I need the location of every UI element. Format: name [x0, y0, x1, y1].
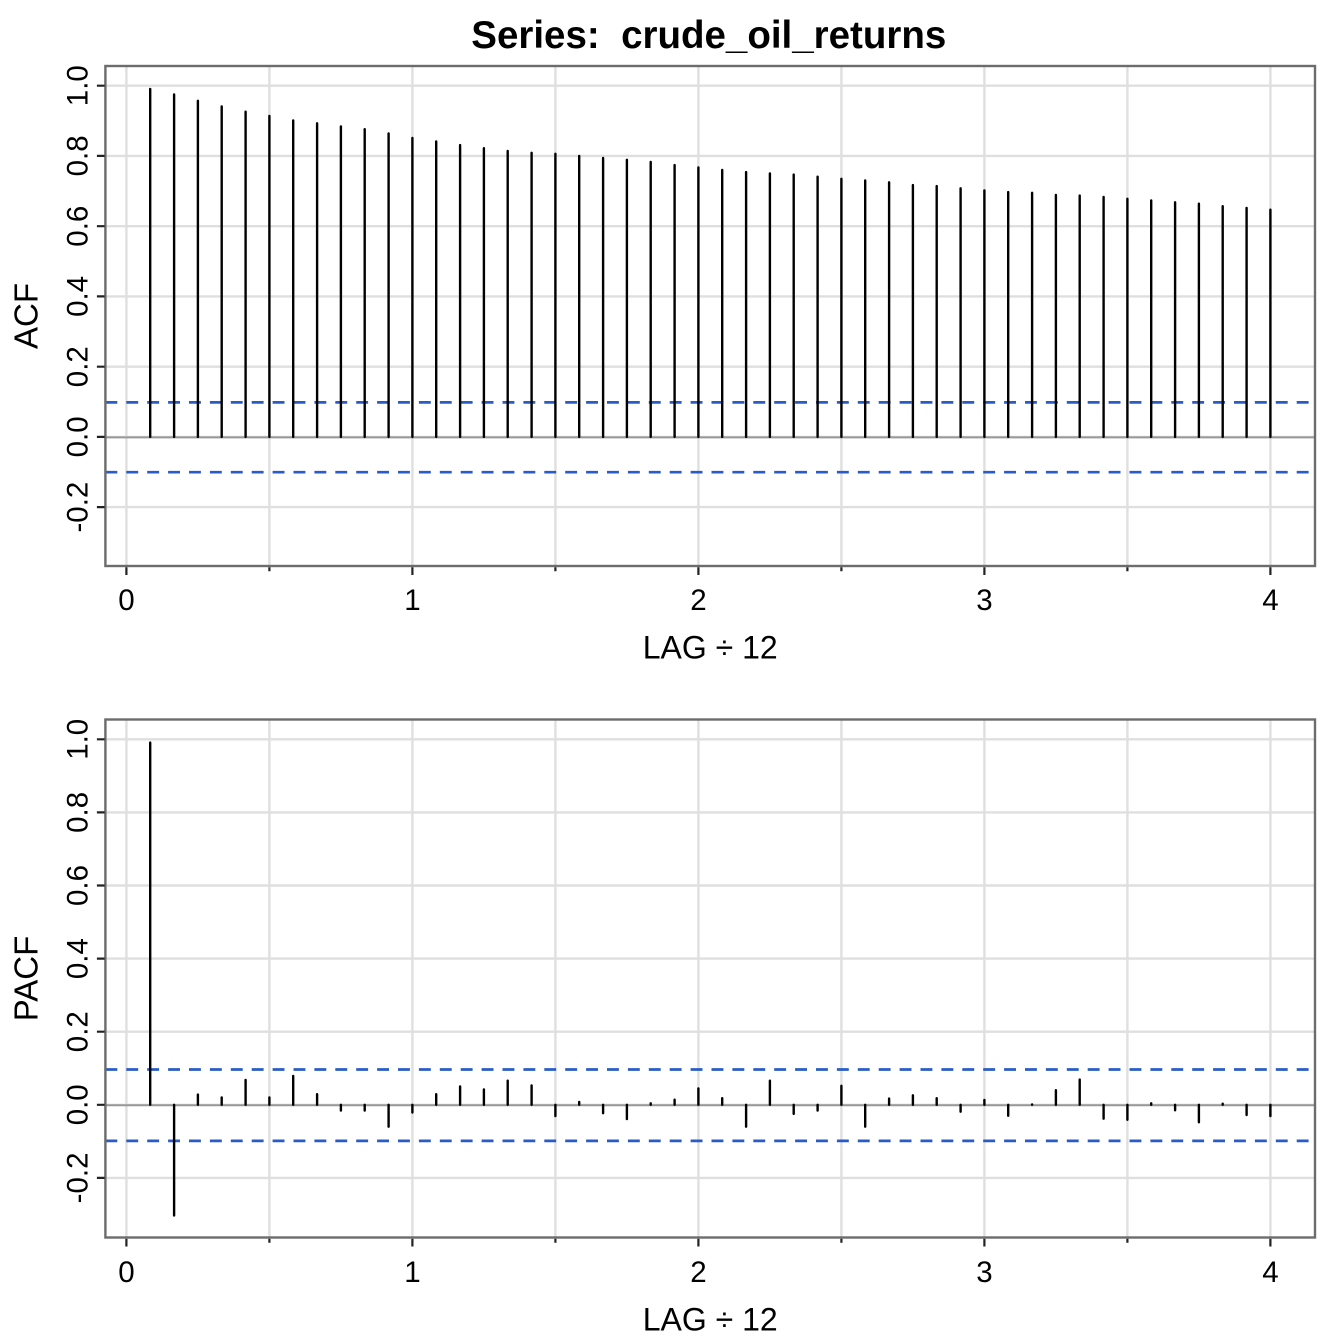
- svg-text:0.8: 0.8: [61, 135, 94, 176]
- svg-text:0.6: 0.6: [61, 865, 94, 906]
- svg-text:2: 2: [690, 584, 706, 617]
- svg-text:0.6: 0.6: [61, 206, 94, 247]
- svg-text:0: 0: [118, 1256, 134, 1289]
- svg-text:1.0: 1.0: [61, 65, 94, 106]
- svg-text:Series: crude_oil_returns: Series: crude_oil_returns: [471, 14, 946, 57]
- svg-text:1: 1: [404, 584, 420, 617]
- svg-text:3: 3: [976, 1256, 992, 1289]
- svg-text:LAG ÷ 12: LAG ÷ 12: [643, 1301, 778, 1337]
- svg-text:PACF: PACF: [8, 936, 45, 1022]
- svg-text:0.4: 0.4: [61, 938, 94, 979]
- svg-text:1.0: 1.0: [61, 719, 94, 760]
- svg-text:-0.2: -0.2: [61, 482, 94, 533]
- svg-text:0.0: 0.0: [61, 416, 94, 457]
- svg-text:0.2: 0.2: [61, 1011, 94, 1052]
- svg-text:0: 0: [118, 584, 134, 617]
- svg-text:LAG ÷ 12: LAG ÷ 12: [643, 630, 778, 666]
- svg-text:3: 3: [976, 584, 992, 617]
- svg-text:0.4: 0.4: [61, 276, 94, 317]
- svg-text:0.8: 0.8: [61, 792, 94, 833]
- svg-text:ACF: ACF: [8, 283, 45, 349]
- svg-text:2: 2: [690, 1256, 706, 1289]
- svg-text:0.2: 0.2: [61, 346, 94, 387]
- svg-text:0.0: 0.0: [61, 1084, 94, 1125]
- svg-text:1: 1: [404, 1256, 420, 1289]
- svg-text:-0.2: -0.2: [61, 1152, 94, 1203]
- svg-text:4: 4: [1262, 1256, 1278, 1289]
- svg-text:4: 4: [1262, 584, 1278, 617]
